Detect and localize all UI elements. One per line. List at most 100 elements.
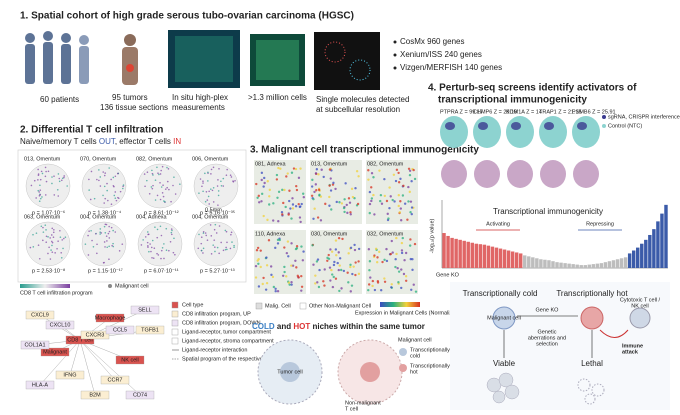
cell-dot [285,175,288,178]
label: attack [622,349,639,355]
cell-dot [388,206,391,210]
cell-dot [234,179,236,182]
cell-dot [198,192,200,194]
cell-dot [225,246,227,249]
cell-dot [409,211,412,214]
cell-dot [391,251,394,254]
edge [39,339,81,386]
node-label: TGFB1 [141,327,159,333]
node-label: CD8 T cell [67,337,92,343]
cell-dot [50,234,53,236]
cell-dot [114,175,117,178]
cell-dot [107,199,109,202]
cell-dot [331,285,335,289]
cell-dot [344,182,347,185]
cell-dot [265,264,269,267]
cell-dot [300,245,303,248]
legend-swatch [171,319,179,327]
cell-dot [110,203,113,206]
bar [563,263,567,268]
p-value: p = 2.53·10⁻⁸ [32,267,65,274]
cell [492,306,516,330]
cell-dot [368,269,371,272]
bar [587,264,592,268]
cell-dot [315,260,319,263]
node [105,325,135,335]
cell-dot [400,286,403,290]
cell-dot [322,280,325,283]
cell-dot [38,257,41,260]
bar [458,239,462,268]
cell-dot [259,265,262,269]
cell-dot [89,198,92,201]
subtitle-part: OUT [99,137,116,146]
bar [442,233,446,268]
cell-dot [60,179,63,182]
cell-dot [409,238,412,241]
bar [611,260,616,268]
cell-dot [174,253,176,256]
cell-dot [51,244,53,247]
node [80,390,110,400]
scale-label: 0.5mm [205,207,222,213]
cell-dot [38,200,41,203]
node-label: CXCL10 [50,322,71,328]
cell-dot [99,233,101,235]
direction-label: Activating [486,221,510,227]
cell-dot [200,236,203,238]
bar [502,249,507,268]
dead-cells [577,378,605,405]
cell-dot [265,256,268,259]
cell-dot [407,200,410,203]
cell-dot [64,236,67,239]
cell-dot [150,246,153,249]
cell-dot [349,290,352,293]
node-label: NK cell [121,357,138,363]
cell-dot [373,254,376,257]
cell-dot [151,239,154,242]
cell-dot [144,236,147,238]
tissue-core [137,221,183,267]
subtitle-part: IN [173,137,181,146]
cell-dot [170,200,172,203]
cell-dot [212,166,215,169]
cell-dot [390,283,393,286]
cell-dot [263,181,266,185]
cell-dot [269,265,273,268]
cell-dot [376,279,380,283]
sample-label: 004, Adnexa [136,214,168,220]
x-axis-label: Gene KO [436,272,460,278]
label: 136 tissue sections [100,103,168,112]
cell-dot [385,199,389,203]
cell-dot [255,182,258,186]
cell-dot [147,233,149,236]
cell-dot [383,177,386,181]
cell-dot [397,281,400,284]
cell-dot [102,261,105,264]
legend-swatch [602,115,606,119]
cell-dot [314,183,318,186]
p-value: p = 1.15·10⁻¹⁷ [88,267,123,274]
cell-dot [286,240,290,243]
cell-dot [290,217,293,220]
cell-dot [276,290,280,293]
cell-dot [37,173,40,175]
cell-dot [212,186,215,189]
bar [446,235,450,268]
bar [652,229,656,268]
cell-dot [213,228,216,231]
cell-dot [334,187,337,191]
cell-dot [372,193,375,197]
cell-dot [395,252,398,256]
cell-dot [401,194,405,197]
cell-dot [151,172,154,175]
cell-dot [290,171,294,174]
cell-dot [276,196,279,199]
node-label: CXCR3 [86,332,105,338]
label: selection [536,341,558,347]
tissue-core [193,163,239,209]
cell-dot [337,251,340,254]
bar [551,261,555,268]
cell-dot [212,244,215,246]
cell-dot [354,273,357,277]
